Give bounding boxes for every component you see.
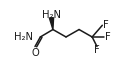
Text: F: F xyxy=(104,20,109,30)
Text: H₂N: H₂N xyxy=(14,32,33,42)
Text: O: O xyxy=(31,48,39,58)
Text: F: F xyxy=(94,45,100,55)
Text: F: F xyxy=(105,32,111,42)
Text: H₂N: H₂N xyxy=(42,10,61,20)
Polygon shape xyxy=(49,18,54,30)
